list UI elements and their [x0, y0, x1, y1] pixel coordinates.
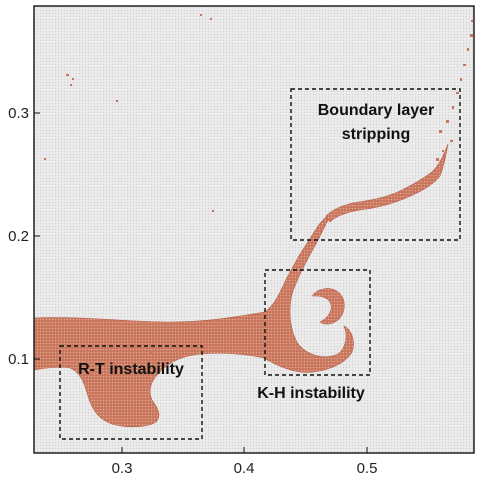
y-axis — [34, 112, 40, 360]
rt-instability-box — [59, 345, 203, 440]
boundary-layer-box — [290, 88, 461, 241]
x-tick-label: 0.5 — [357, 460, 378, 477]
kh-instability-box — [264, 269, 371, 376]
plot-frame — [33, 5, 475, 454]
kh-instability-label: K-H instability — [257, 385, 365, 402]
y-tick-label: 0.1 — [8, 351, 29, 368]
y-tick-label: 0.2 — [8, 228, 29, 245]
fluid-body — [33, 143, 449, 428]
rt-instability-label: R-T instability — [78, 361, 184, 378]
stripped-particles — [44, 14, 473, 354]
x-tick-label: 0.3 — [112, 460, 133, 477]
x-tick-label: 0.4 — [234, 460, 255, 477]
boundary-layer-label-line2: stripping — [342, 126, 410, 143]
x-axis — [121, 447, 368, 453]
y-tick-label: 0.3 — [8, 105, 29, 122]
boundary-layer-label-line1: Boundary layer — [318, 102, 434, 119]
